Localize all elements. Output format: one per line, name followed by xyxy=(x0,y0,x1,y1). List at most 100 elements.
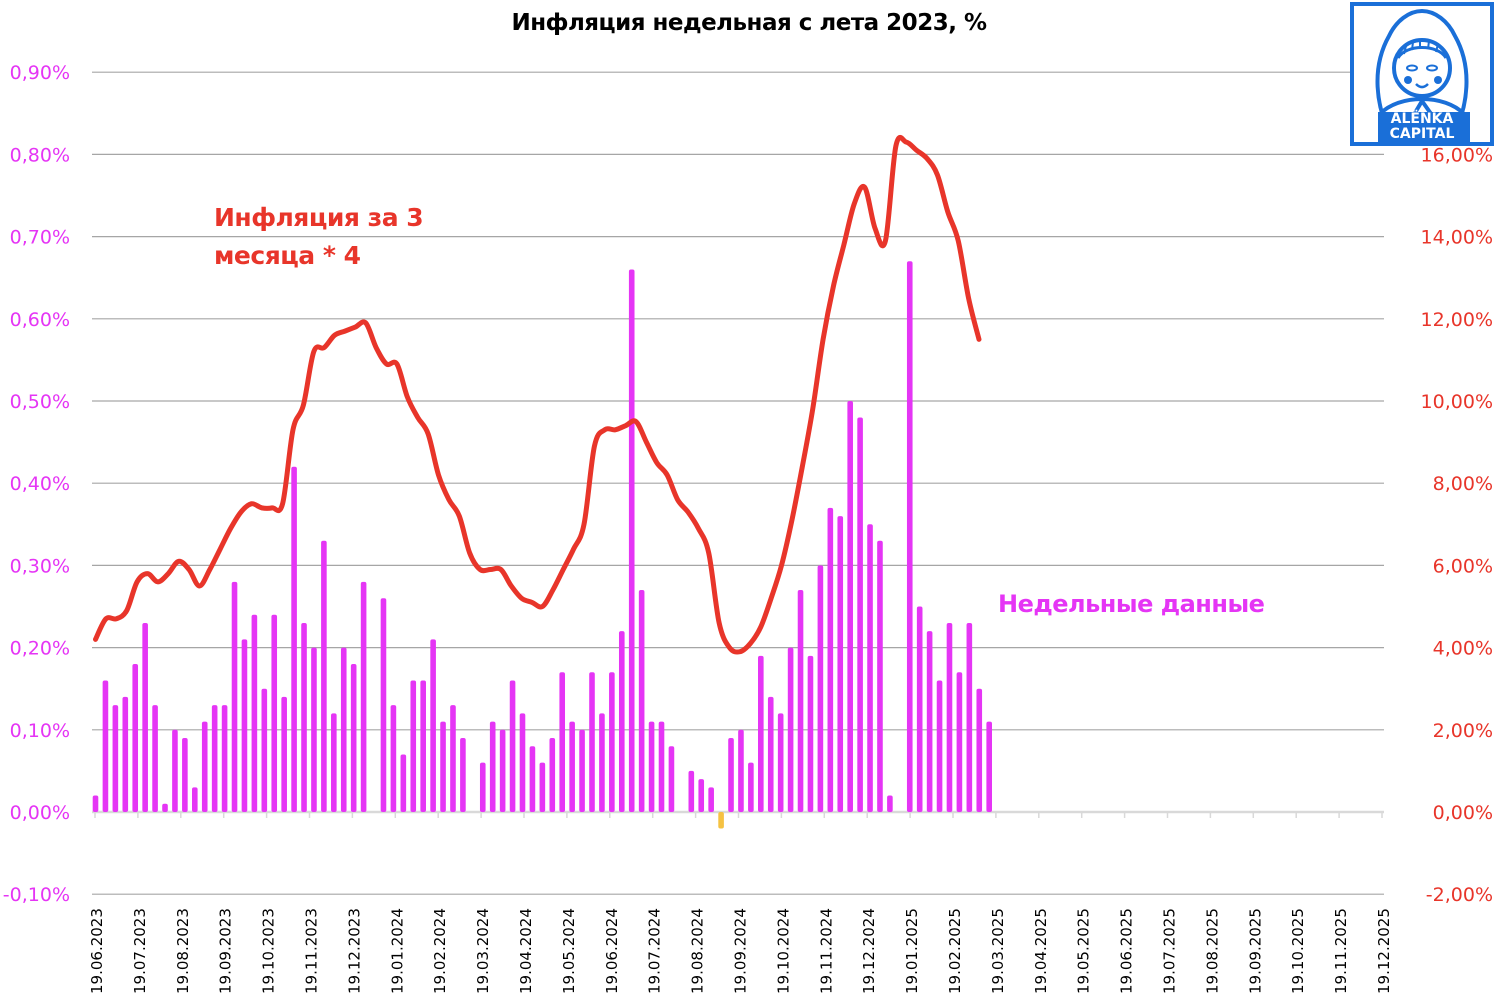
weekly-bar xyxy=(887,795,893,812)
right-axis-ticks: 16,00% 14,00% 12,00% 10,00% 8,00% 6,00% 4,00% 2… xyxy=(1421,144,1493,906)
weekly-bar xyxy=(787,647,794,812)
left-axis-tick-label: 0,00% xyxy=(10,802,70,824)
weekly-bar xyxy=(182,738,188,812)
right-axis-tick-label: 4,00% xyxy=(1433,638,1493,660)
weekly-bar xyxy=(529,746,536,812)
weekly-bar xyxy=(936,680,943,812)
right-axis-tick-label: 10,00% xyxy=(1421,391,1493,413)
left-axis-tick-label: 0,70% xyxy=(10,227,70,249)
x-axis-tick-label: 19.05.2024 xyxy=(560,908,578,994)
weekly-bar xyxy=(430,639,436,812)
weekly-bar xyxy=(440,721,446,812)
weekly-bar xyxy=(718,812,724,829)
x-axis-tick-label: 19.10.2025 xyxy=(1289,908,1307,994)
right-axis-tick-label: -2,00% xyxy=(1426,884,1493,906)
x-axis-tick-label: 19.01.2025 xyxy=(903,908,921,994)
x-axis-tick-label: 19.12.2024 xyxy=(860,908,878,994)
line-annotation-line1: Инфляция за 3 xyxy=(214,203,424,232)
weekly-bar xyxy=(618,631,625,812)
weekly-bar xyxy=(539,762,546,812)
line-series-annotation: Инфляция за 3 месяца * 4 xyxy=(214,199,424,275)
left-axis-tick-label: 0,30% xyxy=(10,555,70,577)
x-axis-tick-label: 19.02.2025 xyxy=(946,908,964,994)
alenka-capital-logo: ALËNKA CAPITAL xyxy=(1350,2,1494,146)
weekly-bar xyxy=(221,705,228,812)
weekly-bar xyxy=(946,622,953,812)
left-axis-tick-label: 0,60% xyxy=(10,309,70,331)
left-axis-tick-label: 0,10% xyxy=(10,720,70,742)
x-axis-tick-label: 19.03.2024 xyxy=(474,908,492,994)
x-axis-tick-label: 19.06.2024 xyxy=(603,908,621,994)
right-axis-tick-label: 2,00% xyxy=(1433,720,1493,742)
weekly-bar xyxy=(92,795,99,812)
x-axis-tick-label: 19.04.2024 xyxy=(517,908,535,994)
x-axis-tick-label: 19.02.2024 xyxy=(431,908,449,994)
right-axis-tick-label: 0,00% xyxy=(1433,802,1493,824)
weekly-bar xyxy=(519,713,526,812)
weekly-bar xyxy=(628,269,635,813)
weekly-bar xyxy=(152,705,158,812)
three-month-annualized-line xyxy=(93,134,982,655)
weekly-bar xyxy=(132,664,139,812)
weekly-bar xyxy=(301,622,307,812)
weekly-bar xyxy=(142,622,148,812)
x-axis-tick-label: 19.11.2024 xyxy=(817,908,835,994)
weekly-bar xyxy=(291,466,297,812)
weekly-bar xyxy=(162,803,168,812)
weekly-bar xyxy=(916,606,923,812)
weekly-bar xyxy=(122,696,129,812)
weekly-bar xyxy=(708,787,714,812)
weekly-bar xyxy=(350,664,357,812)
gridlines xyxy=(92,71,1384,895)
x-axis-tick-label: 19.09.2025 xyxy=(1246,908,1264,994)
weekly-bar xyxy=(827,507,834,812)
weekly-bar xyxy=(380,598,387,812)
weekly-bar xyxy=(877,540,883,812)
weekly-bar xyxy=(579,729,585,812)
weekly-bar xyxy=(261,688,268,812)
weekly-bar xyxy=(926,631,933,812)
weekly-bars-series xyxy=(92,261,992,829)
left-axis-ticks: 0,90% 0,80% 0,70% 0,60% 0,50% 0,40% 0,30% 0,20%… xyxy=(3,62,70,906)
right-axis-tick-label: 12,00% xyxy=(1421,309,1493,331)
weekly-bar xyxy=(390,705,397,812)
x-axis-tick-label: 19.10.2024 xyxy=(774,908,792,994)
left-axis-tick-label: -0,10% xyxy=(3,884,70,906)
weekly-bar xyxy=(668,746,675,812)
weekly-bar xyxy=(748,762,754,812)
left-axis-tick-label: 0,50% xyxy=(10,391,70,413)
x-axis-tick-label: 19.07.2025 xyxy=(1161,908,1179,994)
weekly-bar xyxy=(192,787,198,812)
weekly-bar xyxy=(499,729,506,812)
weekly-bar xyxy=(777,713,784,812)
logo-text-line1: ALËNKA xyxy=(1390,111,1454,127)
weekly-bar xyxy=(211,705,218,812)
line-annotation-line2: месяца * 4 xyxy=(214,241,361,270)
weekly-bar xyxy=(450,705,456,812)
x-axis-tick-label: 19.09.2023 xyxy=(217,908,235,994)
x-axis-tick-label: 19.11.2025 xyxy=(1332,908,1350,994)
x-axis-tick-label: 19.12.2023 xyxy=(345,908,363,994)
x-axis-tick-label: 19.09.2024 xyxy=(732,908,750,994)
weekly-bar xyxy=(231,581,238,812)
weekly-bar xyxy=(658,721,665,812)
weekly-bar xyxy=(420,680,426,812)
right-axis-tick-label: 14,00% xyxy=(1421,227,1493,249)
weekly-bar xyxy=(340,647,347,812)
x-axis: 19.06.2023 19.07.2023 19.08.2023 19.09.2023… xyxy=(88,812,1393,994)
weekly-bar xyxy=(281,696,287,812)
weekly-bar xyxy=(648,721,655,812)
weekly-bar xyxy=(817,565,824,812)
weekly-bar xyxy=(976,688,983,812)
weekly-bar xyxy=(271,614,278,812)
weekly-bar xyxy=(400,754,407,812)
left-axis-tick-label: 0,90% xyxy=(10,62,70,84)
weekly-bar xyxy=(460,738,466,812)
weekly-bar xyxy=(589,672,595,812)
weekly-bar xyxy=(767,696,774,812)
x-axis-tick-label: 19.05.2025 xyxy=(1075,908,1093,994)
right-axis-tick-label: 16,00% xyxy=(1421,144,1493,166)
weekly-bar xyxy=(986,721,992,812)
weekly-bar xyxy=(728,738,734,812)
weekly-bar xyxy=(599,713,605,812)
